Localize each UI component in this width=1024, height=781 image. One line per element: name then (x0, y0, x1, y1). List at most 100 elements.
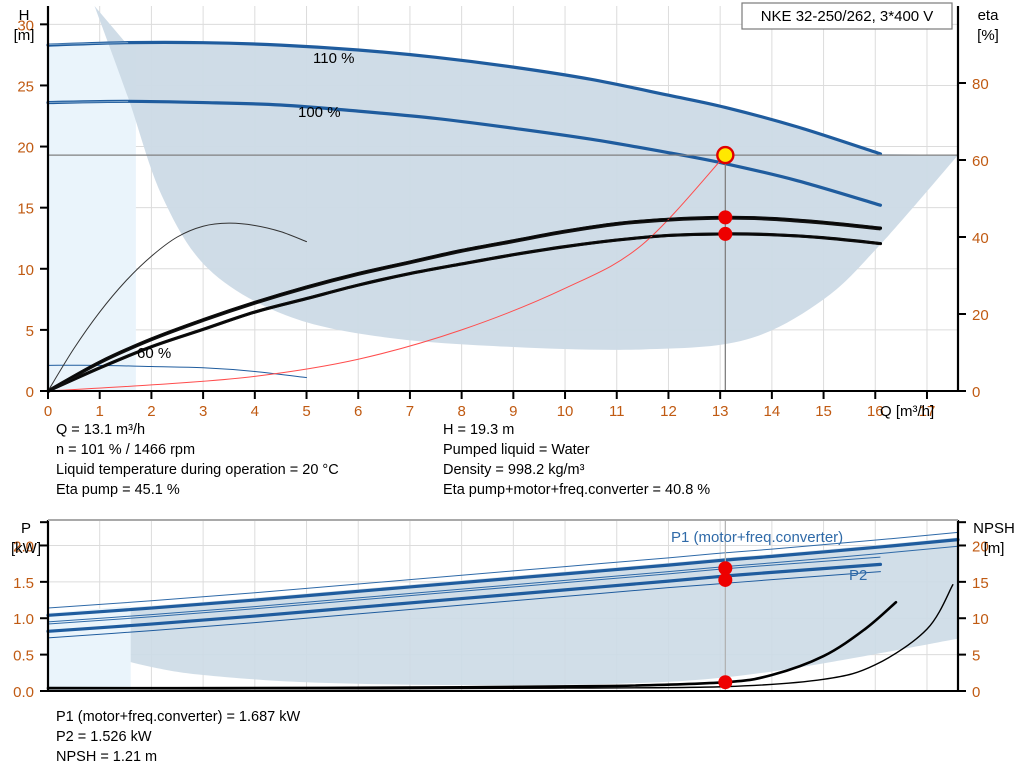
curve-p1-band (47, 545, 959, 623)
bottom-info-left-line-1: P2 = 1.526 kW (56, 729, 152, 745)
y-tick-label-left: 25 (17, 78, 34, 95)
power-npsh-panel: 0.0 0.5 1.0 1.5 2.0 0 5 10 15 20 P [kW] NPSH [m] P1 (m… (0, 512, 1024, 781)
curve-eta-band (47, 218, 881, 394)
y-axis-title-left: P (21, 520, 31, 537)
y-tick-label-right: 0 (972, 384, 980, 401)
y-axis-title-right: eta (978, 7, 1000, 24)
y-tick-label-left: 30 (17, 17, 34, 34)
y-tick-label-right: 20 (972, 307, 989, 324)
top-info-left-line-3: Eta pump = 45.1 % (56, 482, 180, 498)
top-info-right-line-0: H = 19.3 m (443, 422, 515, 438)
top-info-right-line-1: Pumped liquid = Water (443, 442, 590, 458)
curve-p1-motor-freq-converter- (46, 538, 960, 617)
duty-point[interactable] (716, 145, 735, 165)
band-main (94, 6, 958, 350)
axes (40, 6, 966, 399)
curve-npsh-110- (47, 584, 954, 690)
y-axis-title-right: [m] (984, 540, 1005, 557)
x-axis-title: Q [m³/h] (880, 403, 934, 420)
x-tick-label: 10 (557, 403, 574, 420)
y-axis-title-right: NPSH (973, 520, 1015, 537)
curve-system-duty-curve (47, 154, 726, 392)
x-tick-label: 13 (712, 403, 729, 420)
power-npsh-chart[interactable]: 0.0 0.5 1.0 1.5 2.0 0 5 10 15 20 P [kW] NPSH [m] P1 (m… (0, 512, 1024, 781)
curve-npsh-100- (46, 600, 898, 690)
x-tick-label: 7 (406, 403, 414, 420)
curve-h-110- (46, 40, 883, 156)
y-tick-label-right: 40 (972, 230, 989, 247)
p1-point[interactable] (718, 561, 733, 576)
x-tick-label: 5 (302, 403, 310, 420)
curve-p2 (46, 562, 883, 633)
curve-eta-band (47, 215, 881, 391)
curve-label-110-: 110 % (313, 50, 354, 67)
band-left-extension (48, 43, 98, 392)
y-tick-label-right: 20 (972, 538, 989, 555)
top-info-left-line-0: Q = 13.1 m³/h (56, 422, 146, 438)
y-tick-label-right: 15 (972, 575, 989, 592)
x-tick-label: 3 (199, 403, 207, 420)
curve-p2-lower (47, 571, 881, 639)
curve-eta-pump-100- (46, 215, 883, 393)
curve-p1-band (47, 531, 959, 609)
curve-label-p1-motor-freq-converter-: P1 (motor+freq.converter) (671, 529, 843, 546)
y-tick-label-left: 0.0 (13, 684, 34, 701)
eta-pump-point[interactable] (718, 210, 733, 225)
y-axis-title-left: H (19, 7, 30, 24)
x-tick-label: 11 (609, 403, 625, 420)
markers[interactable] (716, 145, 735, 241)
curve-eta-60- (47, 222, 308, 392)
curves (46, 40, 958, 394)
bottom-info-left-line-2: NPSH = 1.21 m (56, 749, 158, 765)
tolerance-band (48, 6, 958, 392)
curve-eta-total-band (47, 232, 881, 391)
x-tick-label: 16 (867, 403, 884, 420)
curves (46, 520, 960, 691)
y-tick-label-right: 0 (972, 684, 980, 701)
labels: 0.0 0.5 1.0 1.5 2.0 0 5 10 15 20 P [kW] NPSH [m] P1 (m… (11, 520, 1015, 701)
top-info-right: H = 19.3 m Pumped liquid = Water Density =… (443, 420, 710, 500)
y-tick-label-right: 60 (972, 153, 989, 170)
top-info-left: Q = 13.1 m³/h n = 101 % / 1466 rpm Liquid … (56, 420, 339, 500)
y-tick-label-left: 0.5 (13, 648, 34, 665)
head-efficiency-panel: 0 5 10 15 20 25 30 0 20 40 60 80 0 1 2 3 4 5 6 7 8 9 10 11 12 13 1… (0, 0, 1024, 512)
y-tick-label-right: 80 (972, 76, 989, 93)
x-tick-label: 17 (919, 403, 936, 420)
x-tick-label: 15 (815, 403, 832, 420)
curve-h-100- (46, 99, 883, 207)
x-tick-label: 1 (96, 403, 104, 420)
y-axis-title-right: [%] (977, 27, 999, 44)
x-tick-label: 9 (509, 403, 517, 420)
page-title: NKE 32-250/262, 3*400 V (761, 8, 934, 25)
markers[interactable] (718, 561, 733, 690)
curve-h-tail (47, 42, 129, 45)
curve-eta-band (47, 217, 881, 393)
y-tick-label-left: 5 (26, 323, 34, 340)
curve-h-tail (47, 100, 129, 104)
y-tick-label-right: 10 (972, 611, 989, 628)
curve-label-100-: 100 % (298, 104, 341, 121)
x-tick-label: 8 (457, 403, 465, 420)
top-info-left-line-1: n = 101 % / 1466 rpm (56, 442, 196, 458)
x-tick-label: 12 (660, 403, 677, 420)
eta-total-point[interactable] (718, 226, 733, 241)
x-tick-label: 4 (251, 403, 259, 420)
top-info-left-line-2: Liquid temperature during operation = 20… (56, 462, 339, 478)
axes (40, 519, 966, 692)
p2-point[interactable] (718, 572, 733, 587)
y-axis-title-left: [kW] (11, 540, 41, 557)
top-info-right-line-3: Eta pump+motor+freq.converter = 40.8 % (443, 482, 711, 498)
y-tick-label-left: 10 (17, 262, 34, 279)
npsh-point[interactable] (718, 675, 733, 690)
top-info-right-line-2: Density = 998.2 kg/m³ (443, 462, 585, 478)
title-box (741, 2, 953, 30)
y-tick-label-left: 2.0 (13, 538, 34, 555)
y-tick-label-left: 1.5 (13, 575, 34, 592)
y-tick-label-left: 15 (17, 201, 34, 218)
x-tick-label: 2 (147, 403, 155, 420)
bottom-info-left: P1 (motor+freq.converter) = 1.687 kW P2 =… (56, 707, 300, 767)
x-tick-label: 14 (764, 403, 781, 420)
x-tick-label: 0 (44, 403, 52, 420)
